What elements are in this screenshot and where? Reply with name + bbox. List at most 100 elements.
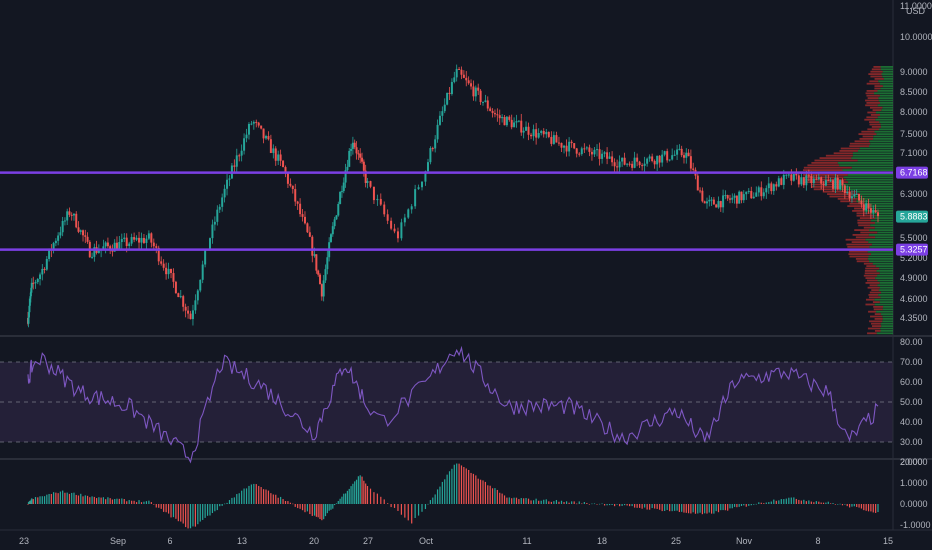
macd-histogram-bar (350, 486, 352, 504)
candle-body (537, 133, 540, 138)
macd-histogram-bar (773, 499, 775, 504)
rsi-tick-label: 80.00 (900, 337, 923, 347)
candle-body (692, 168, 695, 170)
macd-tick-label: -1.0000 (900, 520, 931, 530)
volume-profile-bar-up (883, 306, 893, 308)
volume-profile-bar-up (864, 210, 893, 212)
macd-histogram-bar (126, 501, 128, 504)
volume-profile-bar-down (865, 282, 880, 284)
macd-histogram-bar (614, 504, 616, 507)
volume-profile-bar-up (873, 135, 893, 138)
rsi-tick-label: 40.00 (900, 417, 923, 427)
candle-body (834, 177, 837, 189)
volume-profile-bar-down (858, 133, 877, 135)
macd-histogram-bar (661, 504, 663, 512)
candle-body (510, 119, 513, 128)
candle-body (120, 239, 123, 243)
macd-histogram-bar (545, 499, 547, 504)
volume-profile-bar-up (852, 152, 893, 155)
volume-profile-bar-up (842, 169, 893, 171)
volume-profile-bar-down (871, 322, 881, 325)
macd-histogram-bar (155, 504, 157, 508)
macd-histogram-bar (745, 504, 747, 507)
macd-histogram-bar (348, 488, 350, 504)
current-price-label: 5.8883 (900, 212, 928, 222)
volume-profile-bar-up (837, 186, 893, 188)
candle-body (434, 139, 437, 149)
candle-body (52, 243, 55, 251)
volume-profile-bar-up (880, 330, 893, 332)
candle-body (187, 310, 190, 314)
candle-body (527, 126, 530, 135)
macd-histogram-bar (267, 490, 270, 504)
candle-body (306, 223, 309, 233)
macd-histogram-bar (387, 503, 389, 504)
macd-histogram-bar (571, 501, 573, 504)
candle-body (470, 83, 473, 87)
macd-histogram-bar (138, 500, 140, 504)
candle-body (145, 238, 148, 243)
candle-body (843, 185, 846, 194)
candle-body (348, 150, 351, 167)
candle-body (152, 242, 155, 247)
macd-histogram-bar (344, 493, 347, 504)
macd-histogram-bar (639, 504, 641, 508)
time-axis[interactable]: 23 Sep 6 13 20 27 Oct 11 18 25 Nov 8 15 (19, 536, 893, 546)
volume-profile-bar-up (882, 308, 893, 311)
volume-profile-bar-up (877, 116, 893, 119)
macd-histogram-bar (685, 504, 687, 513)
candle-body (596, 149, 599, 151)
candle-body (545, 131, 548, 135)
currency-label: USD (906, 6, 926, 16)
macd-histogram-bar (465, 468, 467, 504)
macd-histogram-bar (32, 499, 34, 504)
price-tick-label: 8.0000 (900, 107, 928, 117)
macd-histogram-bar (306, 504, 309, 512)
candle-body (260, 125, 263, 129)
volume-profile-bar-up (851, 157, 893, 159)
price-axis[interactable]: 10.0000 9.0000 8.5000 8.0000 7.5000 7.1000 6.3… (900, 32, 932, 323)
candle-body (603, 152, 606, 154)
macd-tick-label: 0.0000 (900, 499, 928, 509)
price-axis-top-label: 11.0000 (900, 1, 932, 11)
volume-profile-bar-down (867, 327, 881, 330)
macd-histogram-bar (309, 504, 311, 515)
macd-histogram-bar (470, 472, 472, 504)
candle-body (583, 148, 586, 150)
volume-profile-bar-up (874, 226, 893, 229)
volume-profile-bar-down (867, 332, 877, 335)
volume-profile-bar-down (822, 190, 857, 193)
macd-histogram-bar (651, 504, 653, 508)
candle-body (29, 296, 32, 299)
macd-histogram-bar (788, 497, 790, 504)
macd-histogram-bar (57, 493, 59, 504)
volume-profile-bar-down (854, 229, 870, 231)
volume-profile-bar-down (866, 265, 876, 267)
candle-body (233, 165, 236, 167)
candle-body (858, 194, 861, 201)
candle-body (738, 191, 741, 204)
macd-histogram-bar (548, 501, 550, 504)
candle-body (775, 184, 778, 187)
volume-profile-bar-up (864, 202, 893, 205)
candle-body (441, 111, 444, 116)
candle-body (726, 195, 729, 199)
candle-body (489, 108, 492, 111)
candle-body (340, 191, 343, 193)
macd-histogram-bar (206, 504, 209, 516)
volume-profile-bar-down (851, 241, 869, 243)
macd-histogram-bar (692, 504, 694, 513)
macd-histogram-bar (236, 494, 238, 504)
candle-body (68, 211, 71, 215)
candle-body (177, 293, 180, 298)
candle-body (342, 182, 345, 192)
macd-histogram-bar (729, 504, 731, 509)
macd-histogram-bar (282, 499, 284, 504)
macd-histogram-bar (363, 480, 365, 504)
volume-profile-bar-down (869, 80, 879, 83)
macd-histogram-bar (631, 504, 633, 507)
candle-body (372, 186, 375, 201)
volume-profile-bar-down (874, 78, 884, 80)
macd-histogram-bar (326, 504, 328, 514)
